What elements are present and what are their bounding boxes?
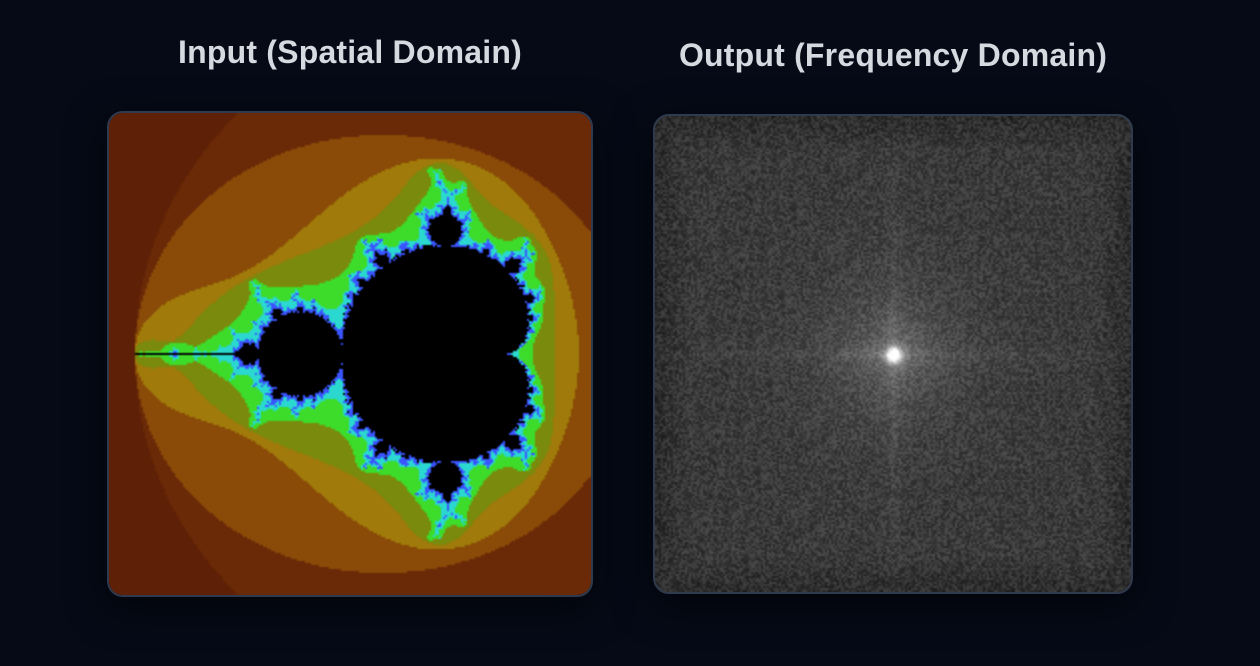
mandelbrot-canvas[interactable] <box>109 113 591 595</box>
input-panel-title: Input (Spatial Domain) <box>178 34 522 70</box>
input-spatial-domain-image[interactable] <box>107 111 593 597</box>
output-frequency-domain-image[interactable] <box>653 114 1133 594</box>
frequency-spectrum-canvas[interactable] <box>655 116 1131 592</box>
output-panel-title: Output (Frequency Domain) <box>678 37 1108 73</box>
